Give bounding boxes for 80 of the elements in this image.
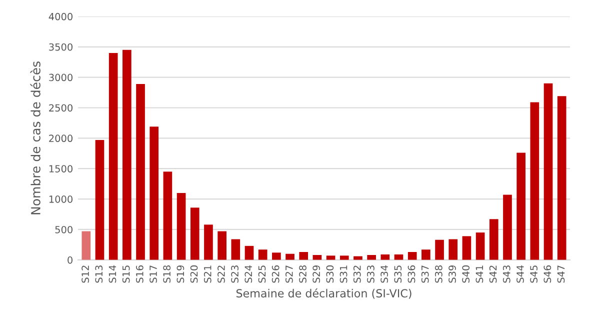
x-tick-label: S21 (204, 266, 212, 283)
bar (244, 246, 254, 260)
bar (82, 231, 91, 260)
x-tick-label: S17 (150, 266, 157, 283)
bar (204, 224, 213, 260)
x-tick-label: S27 (285, 266, 293, 283)
y-axis-title: Nombre de cas de décès (30, 62, 40, 214)
bar (422, 250, 430, 260)
bar (380, 254, 390, 260)
bar (150, 126, 159, 260)
y-tick-label: 500 (55, 226, 72, 234)
x-tick-label: S28 (299, 265, 306, 283)
x-tick-label: S43 (502, 266, 510, 283)
bar (286, 254, 294, 260)
x-tick-label: S47 (557, 266, 565, 283)
bar (299, 252, 308, 260)
x-tick-label: S42 (489, 266, 497, 283)
y-tick-label: 1500 (49, 165, 72, 172)
bar (462, 236, 472, 260)
bar (231, 239, 240, 260)
x-tick-label: S15 (122, 266, 130, 283)
bar (448, 239, 458, 260)
bar (258, 250, 268, 260)
y-tick-label: 2000 (49, 134, 72, 142)
y-tick-label: 2500 (49, 104, 72, 112)
bar (218, 231, 226, 260)
x-tick-label: S12 (82, 266, 89, 283)
y-tick-label: 3500 (49, 43, 72, 51)
bar (122, 50, 132, 260)
x-tick-label: S30 (326, 265, 334, 283)
y-tick-label: 3000 (49, 74, 72, 82)
bar (408, 252, 417, 260)
bar (489, 219, 498, 260)
bar (190, 208, 200, 260)
y-tick-label: 4000 (48, 12, 72, 20)
x-tick-label: S19 (176, 265, 184, 283)
x-tick-label: S34 (380, 265, 388, 283)
x-tick-label: S22 (218, 266, 225, 283)
bar (516, 152, 526, 260)
x-tick-label: S45 (530, 266, 538, 283)
x-tick-label: S20 (190, 265, 198, 283)
bar (367, 255, 376, 260)
bar (557, 96, 566, 260)
x-tick-label: S13 (95, 266, 103, 283)
x-tick-label: S25 (258, 266, 266, 283)
bar (163, 172, 172, 260)
x-tick-label: S18 (163, 265, 171, 283)
x-tick-label: S44 (516, 265, 524, 283)
x-tick-label: S36 (408, 265, 416, 283)
bar (530, 102, 540, 260)
x-tick-label: S23 (231, 266, 238, 283)
x-tick-label: S16 (136, 265, 144, 283)
bar (95, 140, 104, 260)
x-tick-label: S37 (421, 266, 429, 283)
bar (435, 240, 444, 260)
x-tick-label: S24 (244, 265, 252, 283)
bar (176, 192, 186, 260)
bar (340, 256, 349, 260)
bar (503, 194, 512, 260)
x-tick-label: S32 (353, 266, 361, 283)
x-tick-label: S31 (340, 266, 348, 283)
bar (136, 84, 145, 260)
bar (544, 83, 553, 260)
x-tick-label: S35 (394, 266, 402, 283)
bar (272, 252, 281, 260)
x-tick-label: S40 (462, 265, 470, 283)
x-tick-label: S29 (312, 265, 320, 283)
bar (108, 52, 118, 260)
x-tick-label: S33 (367, 266, 374, 283)
x-tick-label: S39 (448, 265, 456, 283)
bar (476, 232, 485, 260)
x-tick-label: S26 (272, 265, 280, 283)
x-axis-title: Semaine de déclaration (SI-VIC) (236, 288, 412, 299)
y-tick-label: 0 (68, 256, 72, 264)
x-tick-label: S14 (108, 265, 116, 283)
x-tick-label: S46 (544, 265, 552, 283)
bar (326, 256, 336, 260)
x-tick-label: S41 (476, 266, 484, 283)
y-tick-label: 1000 (49, 196, 72, 203)
x-tick-label: S38 (434, 265, 442, 283)
